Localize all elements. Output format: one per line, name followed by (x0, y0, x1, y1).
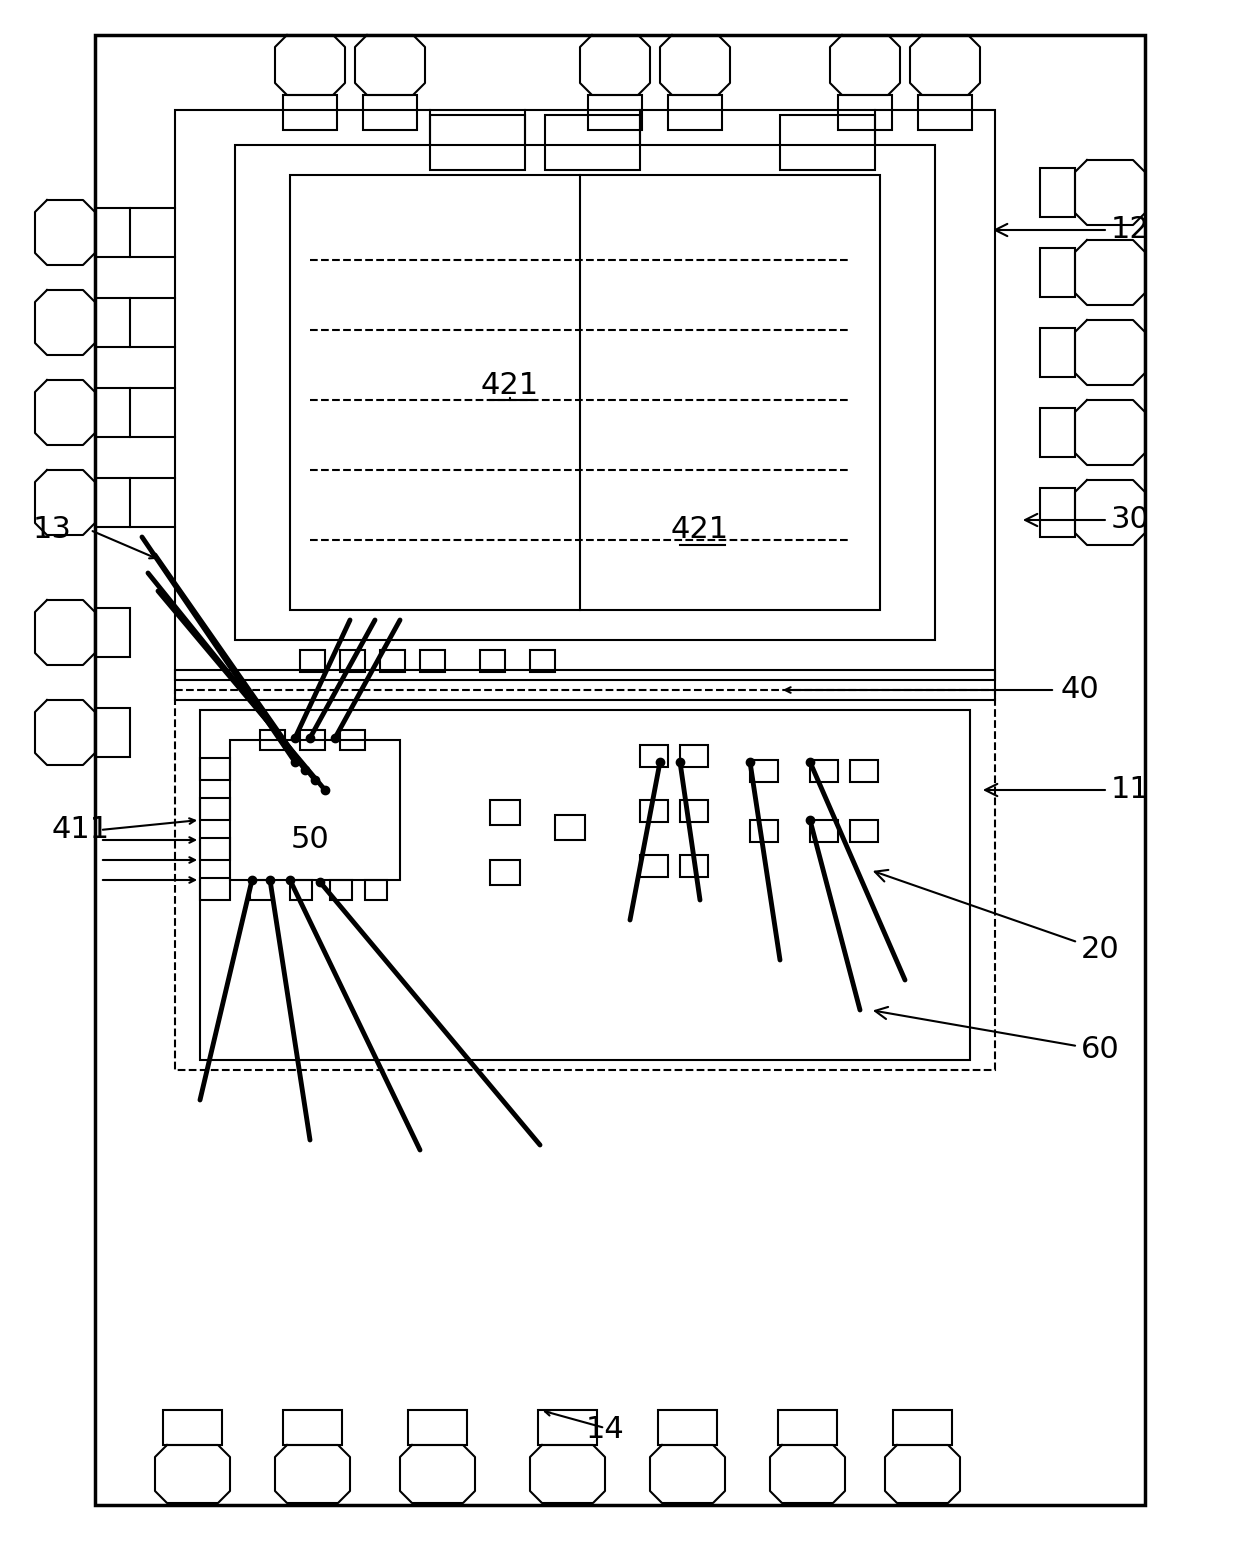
Bar (849, 820, 878, 842)
Bar (777, 1410, 837, 1444)
Bar (680, 800, 708, 822)
Text: 40: 40 (1060, 676, 1100, 705)
Bar (95, 708, 130, 756)
Bar (283, 1410, 342, 1444)
Bar (490, 800, 520, 825)
Bar (546, 115, 640, 169)
Text: 12: 12 (996, 216, 1149, 244)
Bar (236, 144, 935, 640)
Text: 14: 14 (585, 1415, 625, 1444)
Text: 11: 11 (985, 775, 1149, 804)
Bar (200, 839, 229, 860)
Bar (640, 745, 668, 767)
Bar (200, 798, 229, 820)
Text: 60: 60 (875, 1006, 1120, 1064)
Bar (490, 860, 520, 885)
Bar (229, 739, 401, 881)
Bar (175, 110, 994, 680)
Bar (750, 759, 777, 783)
Bar (200, 758, 229, 780)
Bar (290, 175, 880, 610)
Bar (640, 800, 668, 822)
Bar (95, 36, 1145, 1505)
Bar (918, 95, 972, 130)
Bar (330, 881, 352, 901)
Bar (175, 669, 994, 700)
Bar (363, 95, 417, 130)
Bar (162, 1410, 222, 1444)
Bar (588, 95, 642, 130)
Bar (95, 388, 130, 436)
Text: 421: 421 (481, 371, 539, 399)
Bar (640, 856, 668, 877)
Bar (893, 1410, 952, 1444)
Bar (1040, 328, 1075, 377)
Bar (260, 730, 285, 750)
Text: 421: 421 (671, 516, 729, 545)
Bar (200, 877, 229, 901)
Bar (680, 745, 708, 767)
Bar (810, 820, 838, 842)
Text: 50: 50 (290, 826, 330, 854)
Bar (810, 759, 838, 783)
Bar (838, 95, 892, 130)
Text: 20: 20 (875, 870, 1120, 964)
Text: 411: 411 (52, 815, 110, 845)
Bar (658, 1410, 717, 1444)
Bar (680, 856, 708, 877)
Bar (250, 881, 272, 901)
Bar (780, 115, 875, 169)
Bar (1040, 168, 1075, 217)
Bar (1040, 488, 1075, 537)
Bar (1040, 408, 1075, 457)
Bar (300, 730, 325, 750)
Bar (290, 881, 312, 901)
Text: 13: 13 (32, 516, 72, 545)
Bar (95, 609, 130, 657)
Bar (95, 478, 130, 526)
Bar (538, 1410, 596, 1444)
Bar (430, 115, 525, 169)
Text: 30: 30 (1025, 505, 1149, 534)
Bar (420, 651, 445, 672)
Bar (340, 651, 365, 672)
Bar (750, 820, 777, 842)
Bar (849, 759, 878, 783)
Bar (480, 651, 505, 672)
Bar (95, 298, 130, 346)
Bar (300, 651, 325, 672)
Bar (668, 95, 722, 130)
Bar (365, 881, 387, 901)
Bar (95, 208, 130, 256)
Bar (200, 710, 970, 1061)
Bar (379, 651, 405, 672)
Bar (283, 95, 337, 130)
Bar (556, 815, 585, 840)
Bar (340, 730, 365, 750)
Bar (1040, 248, 1075, 297)
Bar (175, 690, 994, 1070)
Bar (408, 1410, 467, 1444)
Bar (529, 651, 556, 672)
